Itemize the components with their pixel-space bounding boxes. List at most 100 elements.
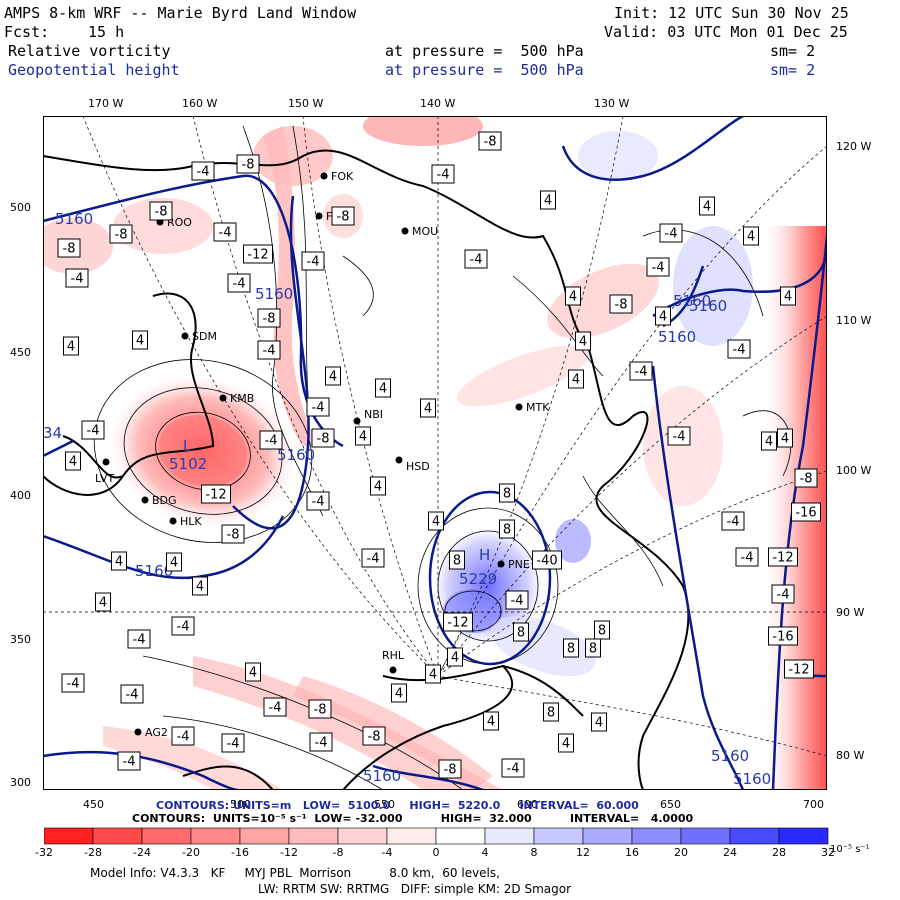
- svg-text:-8: -8: [314, 703, 327, 718]
- svg-text:-8: -8: [444, 763, 457, 778]
- station-label: MTK: [526, 401, 550, 414]
- contour-value-box: 4: [558, 733, 574, 753]
- svg-text:4: 4: [572, 373, 580, 388]
- contour-value-box: 8: [449, 550, 465, 570]
- svg-text:-4: -4: [437, 168, 450, 183]
- svg-text:-4: -4: [741, 551, 754, 566]
- svg-text:-8: -8: [227, 528, 240, 543]
- contour-value-box: -8: [331, 206, 355, 226]
- station-dot: [102, 458, 110, 466]
- svg-text:-4: -4: [777, 588, 790, 603]
- vorticity-map: FOK FRM MOU ROO SDM KMB NBI MTK LVT HSD …: [43, 116, 827, 790]
- svg-text:-8: -8: [115, 228, 128, 243]
- svg-text:4: 4: [115, 555, 123, 570]
- colorbar-swatch: [778, 827, 829, 845]
- svg-text:-8: -8: [337, 210, 350, 225]
- station-dot: [169, 517, 177, 525]
- svg-text:4: 4: [170, 556, 178, 571]
- contour-value-box: -4: [127, 629, 151, 649]
- contour-value-box: -8: [149, 201, 173, 221]
- contour-value-box: 4: [65, 451, 81, 471]
- height-label: 5160: [255, 285, 293, 303]
- contour-value-box: -4: [667, 426, 691, 446]
- bottom-axis-label: 650: [660, 798, 681, 811]
- bottom-axis-label: 600: [517, 798, 538, 811]
- left-axis-label: 450: [10, 346, 31, 359]
- contour-value-box: -16: [768, 626, 798, 646]
- height-label: 5229: [459, 570, 497, 588]
- colorbar-tick-label: -12: [280, 846, 298, 859]
- height-contour-info: CONTOURS: UNITS=m LOW= 5100.0 HIGH= 5220…: [156, 799, 639, 812]
- svg-text:-16: -16: [772, 630, 793, 645]
- model-info: Model Info: V4.3.3 KF MYJ PBL Morrison 8…: [90, 866, 500, 880]
- contour-value-box: 4: [166, 552, 182, 572]
- station-dot: [395, 456, 403, 464]
- colorbar-swatch: [239, 827, 290, 845]
- contour-value-box: 4: [428, 511, 444, 531]
- contour-value-box: 4: [425, 664, 441, 684]
- svg-text:4: 4: [451, 651, 459, 666]
- colorbar-tick-label: -32: [35, 846, 53, 859]
- contour-value-box: -12: [784, 659, 814, 679]
- svg-text:-4: -4: [265, 434, 278, 449]
- svg-text:-4: -4: [507, 762, 520, 777]
- station-labels: FOK FRM MOU ROO SDM KMB NBI MTK LVT HSD …: [95, 170, 550, 739]
- station-dot: [497, 560, 505, 568]
- colorbar-tick-label: -16: [231, 846, 249, 859]
- contour-value-box: -40: [532, 550, 562, 570]
- svg-text:-4: -4: [315, 736, 328, 751]
- svg-text:-4: -4: [123, 755, 136, 770]
- svg-text:4: 4: [249, 666, 257, 681]
- colorbar-tick-label: -20: [182, 846, 200, 859]
- top-lon-label: 140 W: [420, 97, 456, 110]
- svg-text:4: 4: [329, 370, 337, 385]
- svg-text:-8: -8: [800, 472, 813, 487]
- svg-text:4: 4: [379, 382, 387, 397]
- colorbar-tick-label: -28: [84, 846, 102, 859]
- svg-text:-4: -4: [307, 255, 320, 270]
- contour-value-box: -8: [478, 131, 502, 151]
- top-lon-label: 170 W: [88, 97, 124, 110]
- contour-value-box: -8: [308, 699, 332, 719]
- colorbar-tick-label: 20: [674, 846, 688, 859]
- svg-text:4: 4: [569, 290, 577, 305]
- right-lon-label: 90 W: [836, 606, 865, 619]
- height-label: 5160: [658, 328, 696, 346]
- contour-value-box: -8: [236, 154, 260, 174]
- station-label: MOU: [412, 225, 438, 238]
- height-label: 5160: [55, 210, 93, 228]
- contour-value-box: 4: [655, 306, 671, 326]
- top-lon-label: 160 W: [182, 97, 218, 110]
- colorbar-tick-label: 12: [576, 846, 590, 859]
- contour-value-box: -4: [501, 758, 525, 778]
- right-lon-label: 110 W: [836, 314, 872, 327]
- svg-text:4: 4: [544, 194, 552, 209]
- colorbar-swatch: [582, 827, 633, 845]
- colorbar-swatch: [386, 827, 437, 845]
- colorbar-swatch: [729, 827, 780, 845]
- contour-value-box: -4: [464, 249, 488, 269]
- svg-text:-12: -12: [447, 616, 468, 631]
- left-axis-label: 400: [10, 489, 31, 502]
- colorbar-tick-label: 4: [481, 846, 489, 859]
- colorbar-swatch: [435, 827, 486, 845]
- physics-info: LW: RRTM SW: RRTMG DIFF: simple KM: 2D S…: [258, 882, 572, 896]
- colorbar-swatch: [680, 827, 731, 845]
- contour-value-box: -4: [227, 273, 251, 293]
- station-label: FOK: [331, 170, 354, 183]
- station-dot: [181, 332, 189, 340]
- contour-value-box: 4: [420, 398, 436, 418]
- top-lon-label: 130 W: [594, 97, 630, 110]
- svg-text:-4: -4: [227, 737, 240, 752]
- svg-text:-4: -4: [665, 227, 678, 242]
- contour-value-box: -4: [301, 251, 325, 271]
- station-label: ROO: [167, 216, 192, 229]
- svg-text:-8: -8: [155, 205, 168, 220]
- height-label: 5160: [689, 297, 727, 315]
- left-axis-label: 350: [10, 633, 31, 646]
- svg-text:-4: -4: [263, 344, 276, 359]
- colorbar-tick-label: 28: [772, 846, 786, 859]
- svg-text:-8: -8: [317, 432, 330, 447]
- contour-value-box: -4: [257, 340, 281, 360]
- station-dot: [515, 403, 523, 411]
